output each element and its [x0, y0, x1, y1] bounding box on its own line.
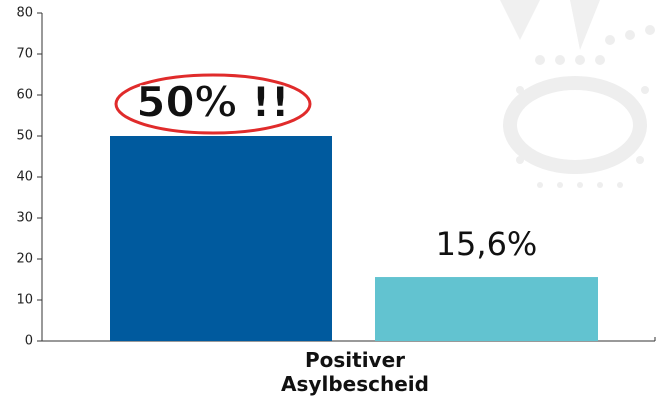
bar [110, 136, 332, 341]
y-tick-label: 0 [25, 334, 33, 349]
y-tick-label: 70 [16, 47, 33, 62]
y-tick-label: 80 [16, 6, 33, 21]
y-tick-label: 20 [16, 252, 33, 267]
y-tick-label: 50 [16, 129, 33, 144]
page: {"chart_data": {"type": "bar", "categori… [0, 0, 661, 412]
background-decoration [500, 0, 655, 188]
value-label: 50% !! [136, 78, 289, 127]
y-tick-label: 40 [16, 170, 33, 185]
bar [375, 277, 598, 341]
y-tick-label: 10 [16, 293, 33, 308]
y-tick-label: 30 [16, 211, 33, 226]
value-label: 15,6% [436, 225, 538, 263]
x-category-label: Positiver Asylbescheid [250, 348, 460, 396]
y-tick-label: 60 [16, 88, 33, 103]
